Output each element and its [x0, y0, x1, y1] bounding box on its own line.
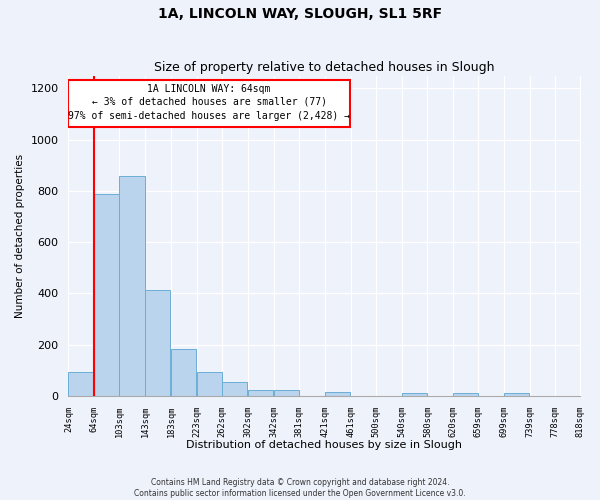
Bar	[401, 392, 427, 396]
Bar	[145, 290, 170, 396]
Bar	[171, 348, 196, 396]
Title: Size of property relative to detached houses in Slough: Size of property relative to detached ho…	[154, 62, 495, 74]
Bar	[325, 392, 350, 396]
Bar	[197, 372, 222, 396]
Text: 1A, LINCOLN WAY, SLOUGH, SL1 5RF: 1A, LINCOLN WAY, SLOUGH, SL1 5RF	[158, 8, 442, 22]
Text: 97% of semi-detached houses are larger (2,428) →: 97% of semi-detached houses are larger (…	[68, 111, 350, 121]
Bar	[248, 390, 273, 396]
Bar	[68, 372, 94, 396]
Bar	[119, 176, 145, 396]
Text: 1A LINCOLN WAY: 64sqm: 1A LINCOLN WAY: 64sqm	[148, 84, 271, 94]
Bar	[68, 80, 350, 127]
Bar	[274, 390, 299, 396]
Bar	[504, 392, 529, 396]
Bar	[94, 194, 119, 396]
Text: ← 3% of detached houses are smaller (77): ← 3% of detached houses are smaller (77)	[92, 97, 326, 107]
Bar	[453, 392, 478, 396]
Bar	[222, 382, 247, 396]
X-axis label: Distribution of detached houses by size in Slough: Distribution of detached houses by size …	[187, 440, 463, 450]
Text: Contains HM Land Registry data © Crown copyright and database right 2024.
Contai: Contains HM Land Registry data © Crown c…	[134, 478, 466, 498]
Y-axis label: Number of detached properties: Number of detached properties	[15, 154, 25, 318]
